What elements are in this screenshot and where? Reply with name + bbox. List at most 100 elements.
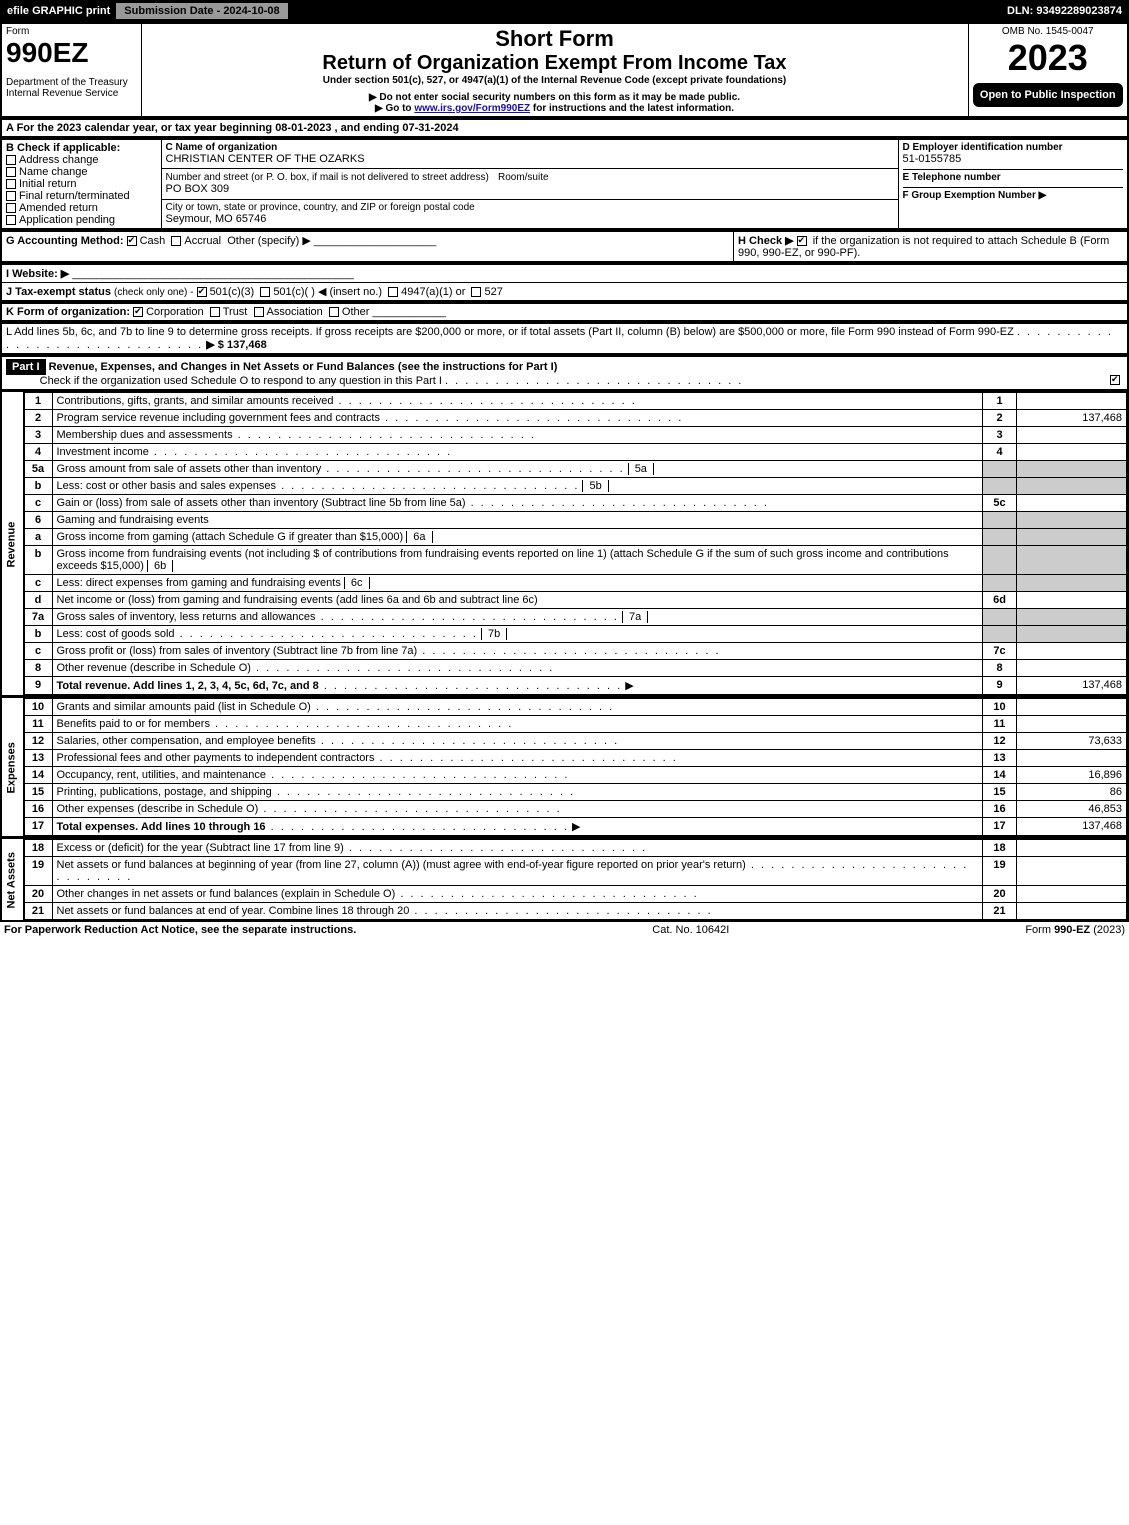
netassets-outer-table: Net Assets 18Excess or (deficit) for the… [0, 838, 1129, 922]
g-label: G Accounting Method: [6, 235, 124, 247]
k-corp-check[interactable] [133, 307, 143, 317]
k-other-check[interactable] [329, 307, 339, 317]
l12-ln: 12 [983, 733, 1017, 750]
line-3: 3Membership dues and assessments3 [24, 427, 1127, 444]
l2-val: 137,468 [1017, 410, 1127, 427]
l15-val: 86 [1017, 784, 1127, 801]
b-opt-3-label: Final return/terminated [19, 190, 130, 202]
section-k: K Form of organization: Corporation Trus… [1, 303, 1128, 321]
form-header-table: Form 990EZ Department of the Treasury In… [0, 22, 1129, 118]
l3-ln: 3 [983, 427, 1017, 444]
b-option-1[interactable]: Name change [6, 166, 157, 178]
g-cash-check[interactable] [127, 236, 137, 246]
l9-ln: 9 [983, 677, 1017, 695]
b-option-5[interactable]: Application pending [6, 214, 157, 226]
l8-num: 8 [24, 660, 52, 677]
footer-right-bold: 990-EZ [1054, 924, 1090, 936]
l8-val [1017, 660, 1127, 677]
l6a-desc: Gross income from gaming (attach Schedul… [57, 531, 404, 543]
line-6: 6Gaming and fundraising events [24, 512, 1127, 529]
l6d-num: d [24, 592, 52, 609]
line-21: 21Net assets or fund balances at end of … [24, 903, 1127, 920]
section-g: G Accounting Method: Cash Accrual Other … [1, 231, 734, 262]
l19-num: 19 [24, 857, 52, 886]
j-501c-check[interactable] [260, 287, 270, 297]
irs-link[interactable]: www.irs.gov/Form990EZ [414, 103, 530, 114]
k-corp-label: Corporation [146, 306, 203, 318]
form-word: Form [6, 26, 137, 37]
l17-val: 137,468 [1017, 818, 1127, 836]
l6a-val-shade [1017, 529, 1127, 546]
l7c-num: c [24, 643, 52, 660]
j-4947-check[interactable] [388, 287, 398, 297]
l21-val [1017, 903, 1127, 920]
l2-ln: 2 [983, 410, 1017, 427]
submission-date: Submission Date - 2024-10-08 [116, 3, 287, 19]
l19-val [1017, 857, 1127, 886]
l6c-num: c [24, 575, 52, 592]
k-assoc-check[interactable] [254, 307, 264, 317]
header-left: Form 990EZ Department of the Treasury In… [1, 23, 141, 117]
g-cash-label: Cash [140, 235, 166, 247]
l4-ln: 4 [983, 444, 1017, 461]
part1-cko: Check if the organization used Schedule … [40, 375, 442, 387]
line-6d: dNet income or (loss) from gaming and fu… [24, 592, 1127, 609]
l9-val: 137,468 [1017, 677, 1127, 695]
g-accrual-check[interactable] [171, 236, 181, 246]
line-6c: c Less: direct expenses from gaming and f… [24, 575, 1127, 592]
l5c-val [1017, 495, 1127, 512]
section-i: I Website: ▶ ___________________________… [1, 264, 1128, 283]
part1-cko-check[interactable] [1110, 375, 1120, 385]
h-check[interactable] [797, 236, 807, 246]
l18-ln: 18 [983, 840, 1017, 857]
l5b-ln-shade [983, 478, 1017, 495]
k-label: K Form of organization: [6, 306, 130, 318]
l6c-box: 6c [344, 577, 369, 589]
b-opt-4-label: Amended return [19, 202, 98, 214]
l7a-val-shade [1017, 609, 1127, 626]
goto-post: for instructions and the latest informat… [533, 103, 734, 114]
section-c-city: City or town, state or province, country… [161, 199, 898, 229]
b-option-2[interactable]: Initial return [6, 178, 157, 190]
b-option-0[interactable]: Address change [6, 154, 157, 166]
l12-val: 73,633 [1017, 733, 1127, 750]
l7b-num: b [24, 626, 52, 643]
j-501c3-check[interactable] [197, 287, 207, 297]
l6c-ln-shade [983, 575, 1017, 592]
line-1: 1Contributions, gifts, grants, and simil… [24, 393, 1127, 410]
l5a-box: 5a [628, 463, 653, 475]
revenue-section-label: Revenue [1, 392, 23, 697]
l21-ln: 21 [983, 903, 1017, 920]
goto-line: ▶ Go to www.irs.gov/Form990EZ for instru… [146, 103, 964, 114]
line-12: 12Salaries, other compensation, and empl… [24, 733, 1127, 750]
l6c-desc: Less: direct expenses from gaming and fu… [57, 577, 341, 589]
b-option-4[interactable]: Amended return [6, 202, 157, 214]
b-option-3[interactable]: Final return/terminated [6, 190, 157, 202]
l2-desc: Program service revenue including govern… [57, 412, 380, 424]
header-right: OMB No. 1545-0047 2023 Open to Public In… [968, 23, 1128, 117]
l6-ln-shade [983, 512, 1017, 529]
j-527-check[interactable] [471, 287, 481, 297]
j-501c-label: 501(c)( [273, 286, 308, 298]
h-text: if the organization is not required to a… [738, 235, 1109, 259]
i-label: I Website: ▶ [6, 268, 69, 280]
top-bar: efile GRAPHIC print Submission Date - 20… [0, 0, 1129, 22]
line-15: 15Printing, publications, postage, and s… [24, 784, 1127, 801]
k-trust-check[interactable] [210, 307, 220, 317]
section-l: L Add lines 5b, 6c, and 7b to line 9 to … [1, 323, 1128, 354]
l4-desc: Investment income [57, 446, 149, 458]
footer-center: Cat. No. 10642I [652, 924, 729, 936]
part1-header-table: Part I Revenue, Expenses, and Changes in… [0, 355, 1129, 391]
line-14: 14Occupancy, rent, utilities, and mainte… [24, 767, 1127, 784]
l5c-num: c [24, 495, 52, 512]
l3-desc: Membership dues and assessments [57, 429, 233, 441]
l18-desc: Excess or (deficit) for the year (Subtra… [57, 842, 344, 854]
l16-ln: 16 [983, 801, 1017, 818]
l1-desc: Contributions, gifts, grants, and simila… [57, 395, 334, 407]
netassets-lines: 18 Excess or (deficit) for the year (Subt… [24, 839, 1128, 920]
l20-desc: Other changes in net assets or fund bala… [57, 888, 396, 900]
l7a-desc: Gross sales of inventory, less returns a… [57, 611, 316, 623]
city-label: City or town, state or province, country… [166, 202, 894, 213]
section-b: B Check if applicable: Address change Na… [1, 139, 161, 229]
omb-number: OMB No. 1545-0047 [973, 26, 1124, 37]
